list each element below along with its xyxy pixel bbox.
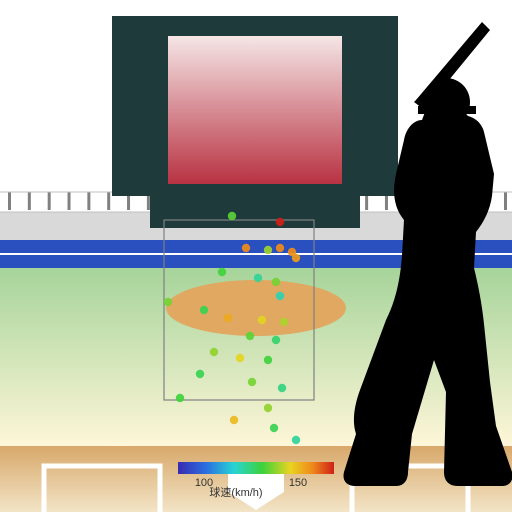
svg-text:150: 150 (289, 477, 307, 489)
svg-text:100: 100 (195, 477, 213, 489)
scoreboard (112, 16, 398, 228)
chart-svg: 球速(km/h) 100 150 (0, 0, 512, 512)
pitch-location-chart: 球速(km/h) 100 150 (0, 0, 512, 512)
legend-label: 球速(km/h) (209, 485, 262, 499)
pitchers-mound (166, 280, 346, 336)
legend-colorbar (178, 462, 334, 474)
